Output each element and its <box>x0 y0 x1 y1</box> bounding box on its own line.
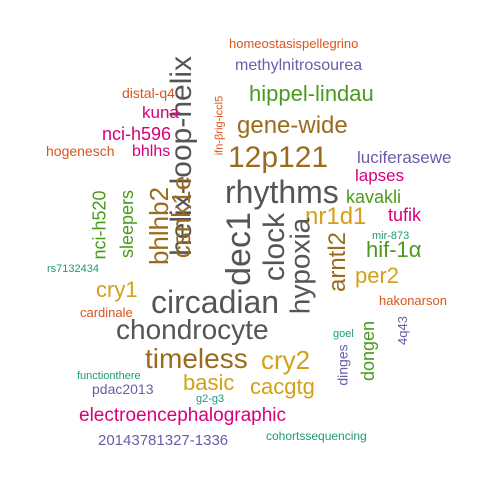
word: cohortssequencing <box>266 429 367 443</box>
word: homeostasispellegrino <box>229 36 359 51</box>
word: per2 <box>355 263 400 288</box>
word: rs7132434 <box>47 263 99 275</box>
word: dec1 <box>219 212 258 286</box>
word: pdac2013 <box>92 381 154 397</box>
word: hakonarson <box>379 293 447 308</box>
word: functionthere <box>77 370 141 382</box>
word: bhlhb2 <box>144 186 175 266</box>
word: distal-q4 <box>122 85 175 101</box>
word: hif-1α <box>366 237 422 262</box>
word: 20143781327-1336 <box>98 432 229 449</box>
word: ifn-βrig-iccl5 <box>213 95 226 156</box>
word: dinges <box>334 344 351 386</box>
word: luciferasewe <box>357 148 452 167</box>
word: bhlhs <box>132 143 171 160</box>
word: methylnitrosourea <box>235 57 363 74</box>
word: cardinale <box>80 305 133 320</box>
word: basic <box>183 370 235 395</box>
word: cry1 <box>96 277 138 302</box>
word: chondrocyte <box>116 314 269 345</box>
word: rhythms <box>225 174 339 210</box>
word: hogenesch <box>46 143 115 159</box>
word: kuna <box>142 103 179 122</box>
word: g2-g3 <box>196 393 225 405</box>
word: timeless <box>145 343 248 374</box>
word: 4q43 <box>394 316 410 345</box>
word: circadian <box>151 284 280 320</box>
word: electroencephalographic <box>79 405 287 426</box>
word: dongen <box>358 320 379 382</box>
word: hippel-lindau <box>249 81 374 106</box>
word: hypoxia <box>284 217 316 315</box>
word: sleepers <box>117 189 138 259</box>
word: nci-h520 <box>89 190 110 260</box>
word: kavakli <box>346 187 402 207</box>
word: arntl2 <box>324 231 352 293</box>
word: cry2 <box>261 345 311 375</box>
word: nci-h596 <box>102 124 172 144</box>
word: goel <box>333 328 354 340</box>
word: gene-wide <box>237 112 348 139</box>
word: 12p121 <box>228 141 329 174</box>
word: cacgtg <box>250 374 315 399</box>
word: nr1d1 <box>305 203 367 230</box>
word: tufik <box>388 205 422 225</box>
word: lapses <box>355 166 405 185</box>
word: mir-873 <box>372 230 410 242</box>
